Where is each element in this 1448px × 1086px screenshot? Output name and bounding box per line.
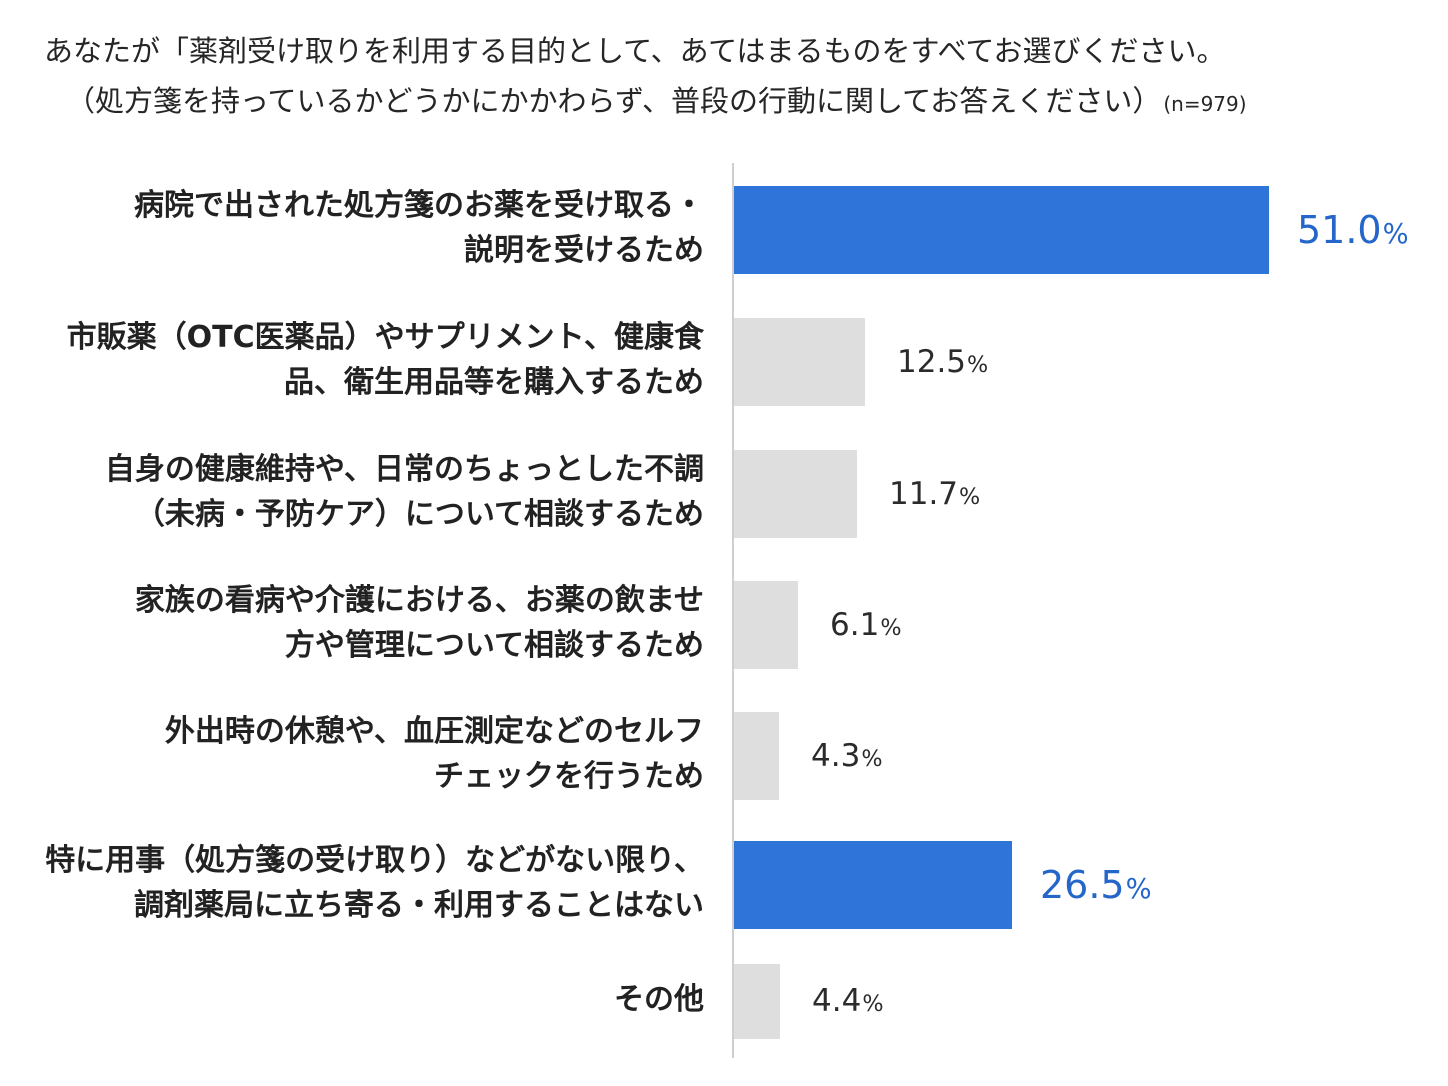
value-number: 6.1 [830, 606, 880, 643]
category-label-1-line-2: 説明を受けるため [464, 233, 704, 268]
value-label-6: 26.5% [1040, 866, 1152, 904]
title-line-1: あなたが「薬剤受け取りを利用する目的として、あてはまるものをすべてお選びください… [44, 34, 1226, 68]
value-label-3: 11.7% [889, 475, 981, 512]
category-label-2-line-1: 市販薬（OTC医薬品）やサプリメント、健康食 [66, 320, 704, 355]
category-label-4-line-1: 家族の看病や介護における、お薬の飲ませ [134, 583, 704, 618]
category-axis-line [732, 163, 734, 1058]
category-label-5-line-1: 外出時の休憩や、血圧測定などのセルフ [164, 714, 704, 749]
value-unit: % [1125, 874, 1152, 905]
value-label-4: 6.1% [830, 606, 902, 643]
category-label-2-line-2: 品、衛生用品等を購入するため [284, 365, 704, 400]
value-number: 4.4 [812, 983, 862, 1019]
title-line-2: （処方箋を持っているかどうかにかかわらず、普段の行動に関してお答えください） (n… [66, 78, 1247, 120]
value-label-1: 51.0% [1297, 211, 1409, 249]
bar-7 [734, 964, 780, 1039]
value-number: 11.7 [889, 475, 959, 512]
value-unit: % [1382, 219, 1409, 250]
value-unit: % [861, 745, 883, 772]
value-number: 51.0 [1297, 208, 1382, 252]
value-unit: % [967, 351, 989, 378]
category-label-2: 市販薬（OTC医薬品）やサプリメント、健康食品、衛生用品等を購入するため [67, 315, 704, 405]
category-label-7: その他 [614, 977, 704, 1022]
bar-1 [734, 186, 1269, 274]
category-label-4-line-2: 方や管理について相談するため [284, 628, 704, 663]
value-number: 26.5 [1040, 863, 1125, 907]
bar-5 [734, 712, 779, 800]
category-label-4: 家族の看病や介護における、お薬の飲ませ方や管理について相談するため [135, 578, 704, 668]
category-label-5: 外出時の休憩や、血圧測定などのセルフチェックを行うため [165, 709, 704, 799]
value-label-2: 12.5% [897, 343, 989, 380]
category-label-1: 病院で出された処方箋のお薬を受け取る・説明を受けるため [134, 183, 704, 273]
category-label-7-line-1: その他 [614, 982, 704, 1017]
category-label-3: 自身の健康維持や、日常のちょっとした不調 （未病・予防ケア）について相談するため [105, 447, 704, 537]
value-label-7: 4.4% [812, 986, 884, 1017]
value-number: 4.3 [811, 737, 861, 774]
category-label-3-line-2: （未病・予防ケア）について相談するため [134, 497, 704, 532]
category-label-1-line-1: 病院で出された処方箋のお薬を受け取る・ [134, 188, 704, 223]
title-line-2-text: （処方箋を持っているかどうかにかかわらず、普段の行動に関してお答えください） [66, 84, 1162, 118]
bar-3 [734, 450, 857, 538]
category-label-3-line-1: 自身の健康維持や、日常のちょっとした不調 [104, 452, 704, 487]
category-label-6-line-1: 特に用事（処方箋の受け取り）などがない限り、 [45, 843, 704, 878]
value-label-5: 4.3% [811, 737, 883, 774]
bar-6 [734, 841, 1012, 929]
bar-2 [734, 318, 865, 406]
value-unit: % [880, 614, 902, 641]
value-number: 12.5 [897, 343, 967, 380]
category-label-6-line-2: 調剤薬局に立ち寄る・利用することはない [134, 888, 704, 923]
value-unit: % [959, 483, 981, 510]
category-label-6: 特に用事（処方箋の受け取り）などがない限り、調剤薬局に立ち寄る・利用することはな… [45, 838, 704, 928]
category-label-5-line-2: チェックを行うため [434, 759, 704, 794]
sample-size-label: (n=979) [1163, 92, 1247, 116]
value-unit: % [862, 991, 884, 1017]
bar-4 [734, 581, 798, 669]
